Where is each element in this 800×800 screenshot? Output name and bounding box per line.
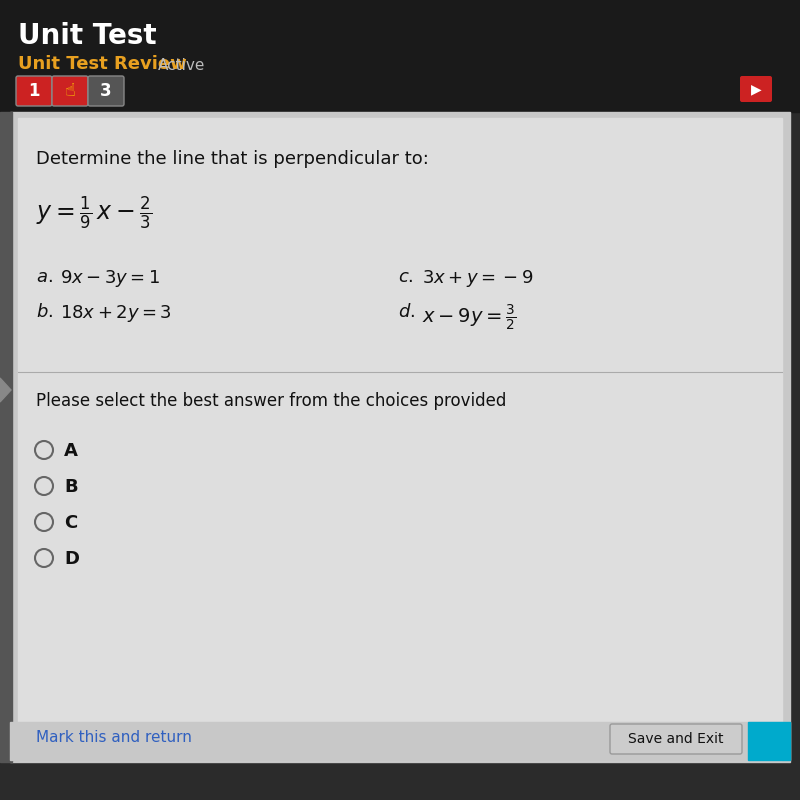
Polygon shape <box>0 378 11 402</box>
Text: $9x - 3y = 1$: $9x - 3y = 1$ <box>60 268 160 289</box>
Text: $b.$: $b.$ <box>36 303 53 321</box>
Text: $18x + 2y = 3$: $18x + 2y = 3$ <box>60 303 172 324</box>
Text: $d.$: $d.$ <box>398 303 415 321</box>
FancyBboxPatch shape <box>610 724 742 754</box>
Text: $y = \frac{1}{9}\,x - \frac{2}{3}$: $y = \frac{1}{9}\,x - \frac{2}{3}$ <box>36 195 152 232</box>
Text: $x - 9y = \frac{3}{2}$: $x - 9y = \frac{3}{2}$ <box>422 303 517 333</box>
Text: ☝: ☝ <box>65 82 75 100</box>
Text: $3x + y = -9$: $3x + y = -9$ <box>422 268 534 289</box>
Text: C: C <box>64 514 78 532</box>
Text: Unit Test: Unit Test <box>18 22 157 50</box>
Text: $a.$: $a.$ <box>36 268 53 286</box>
Text: $c.$: $c.$ <box>398 268 414 286</box>
Text: A: A <box>64 442 78 460</box>
FancyBboxPatch shape <box>88 76 124 106</box>
Bar <box>18 118 782 760</box>
FancyBboxPatch shape <box>16 76 52 106</box>
Text: D: D <box>64 550 79 568</box>
Text: Save and Exit: Save and Exit <box>628 732 724 746</box>
Bar <box>0 0 800 112</box>
Bar <box>10 722 790 760</box>
Text: Determine the line that is perpendicular to:: Determine the line that is perpendicular… <box>36 150 429 168</box>
Text: 1: 1 <box>28 82 40 100</box>
Bar <box>10 112 790 762</box>
Bar <box>748 722 790 760</box>
Text: 3: 3 <box>100 82 112 100</box>
Text: B: B <box>64 478 78 496</box>
Text: ▶: ▶ <box>750 82 762 96</box>
Text: Please select the best answer from the choices provided: Please select the best answer from the c… <box>36 392 506 410</box>
Text: Mark this and return: Mark this and return <box>36 730 192 746</box>
Text: Unit Test Review: Unit Test Review <box>18 55 186 73</box>
FancyBboxPatch shape <box>740 76 772 102</box>
Text: Active: Active <box>158 58 206 73</box>
Bar <box>0 112 12 762</box>
FancyBboxPatch shape <box>52 76 88 106</box>
